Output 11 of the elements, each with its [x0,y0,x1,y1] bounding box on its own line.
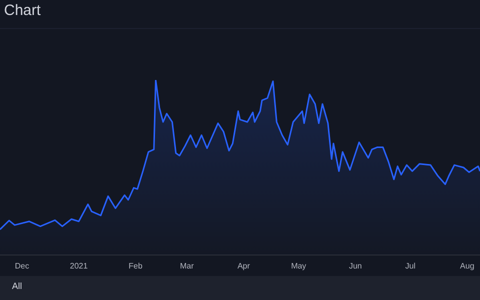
x-tick-label: Aug [460,262,474,271]
x-tick-label: Mar [180,262,194,271]
x-tick-label: May [291,262,306,271]
x-tick-label: Dec [14,262,30,271]
text: All [12,281,22,291]
x-tick-label: Feb [128,262,144,271]
x-tick-label: Apr [237,262,250,271]
x-tick-label: 2021 [70,262,88,271]
x-tick-label: Jun [348,262,362,271]
x-tick-label: Jul [405,262,416,271]
chart-title: Chart [4,2,41,19]
